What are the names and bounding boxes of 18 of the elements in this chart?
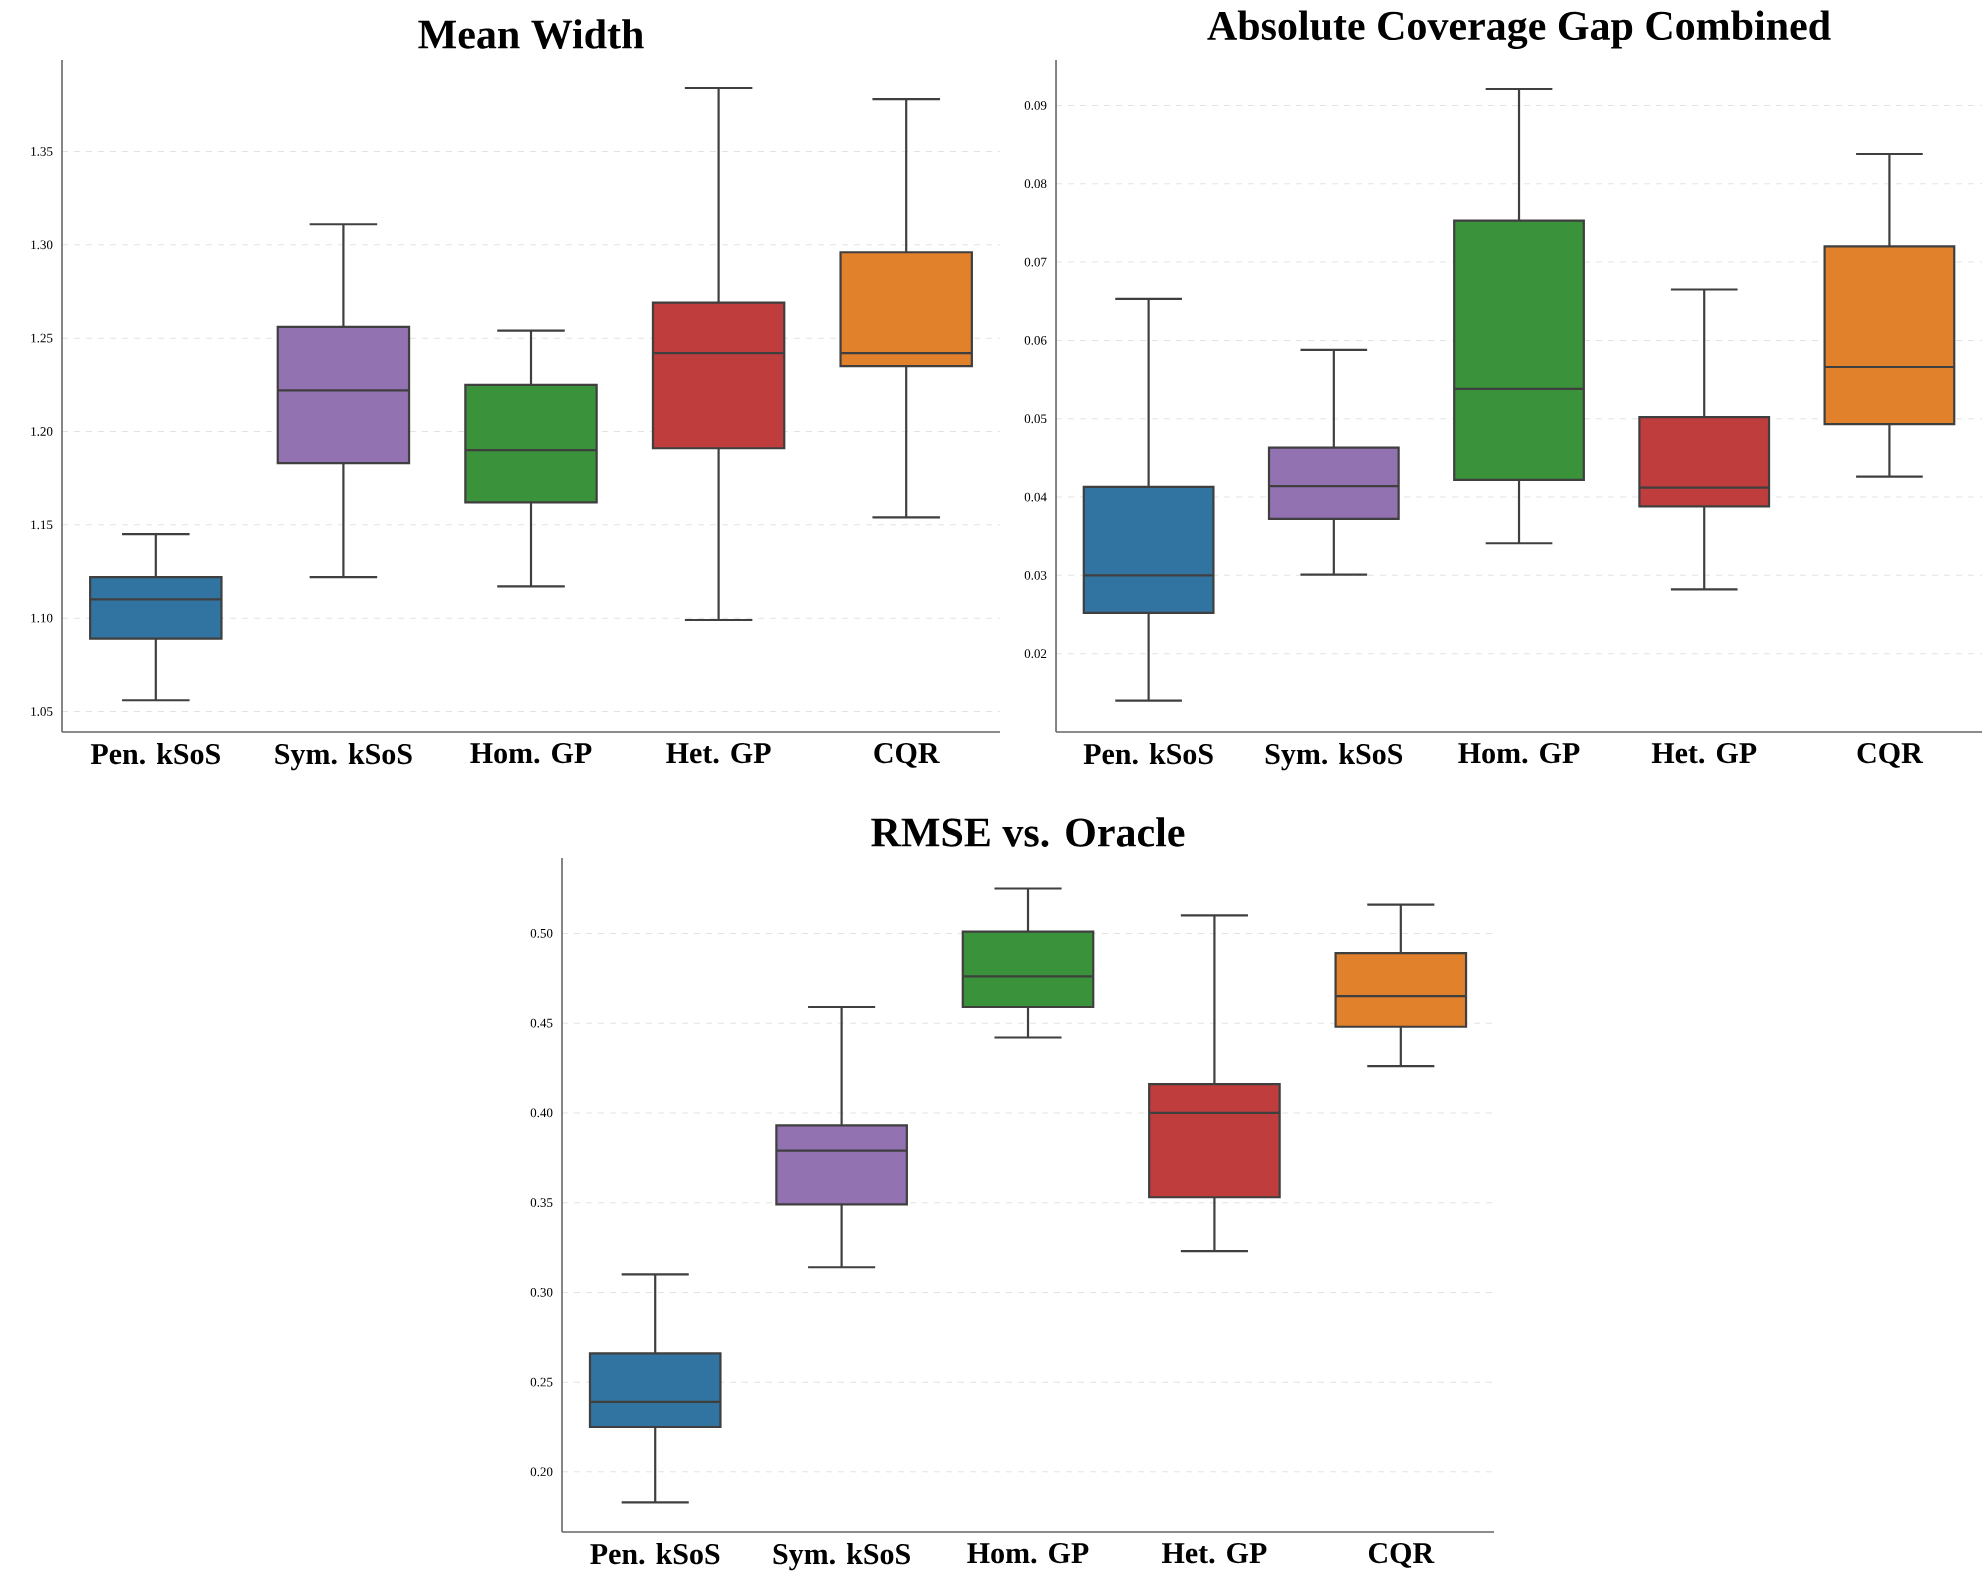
- x-tick-label: Hom. GP: [967, 1543, 1089, 1564]
- x-tick-label: Het. GP: [666, 743, 771, 764]
- chart-title: Mean Width: [418, 19, 644, 49]
- x-tick-label: Sym. kSoS: [1265, 743, 1403, 771]
- x-tick-label: Pen. kSoS: [590, 1543, 720, 1565]
- x-tick-label: Het. GP: [1162, 1543, 1267, 1564]
- x-tick-label: Pen. kSoS: [90, 743, 220, 765]
- x-tick-label: Hom. GP: [1458, 743, 1580, 764]
- x-tick-label: CQR: [874, 743, 940, 768]
- x-tick-label: CQR: [1368, 1543, 1435, 1568]
- x-tick-label: Sym. kSoS: [275, 743, 412, 771]
- x-tick-label: Hom. GP: [470, 743, 592, 764]
- x-tick-label: CQR: [1857, 743, 1924, 768]
- chart-title: Absolute Coverage Gap Combined: [1207, 10, 1831, 49]
- x-tick-label: Pen. kSoS: [1083, 743, 1213, 765]
- chart-title: RMSE vs. Oracle: [871, 817, 1185, 847]
- x-tick-label: Het. GP: [1651, 743, 1757, 764]
- x-tick-label: Sym. kSoS: [773, 1543, 910, 1571]
